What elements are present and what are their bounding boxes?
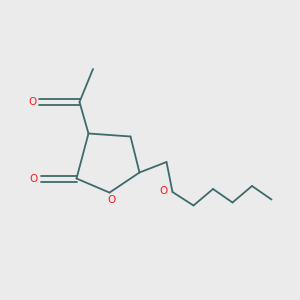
Text: O: O: [30, 173, 38, 184]
Text: O: O: [107, 195, 115, 205]
Text: O: O: [159, 186, 168, 196]
Text: O: O: [28, 97, 37, 107]
